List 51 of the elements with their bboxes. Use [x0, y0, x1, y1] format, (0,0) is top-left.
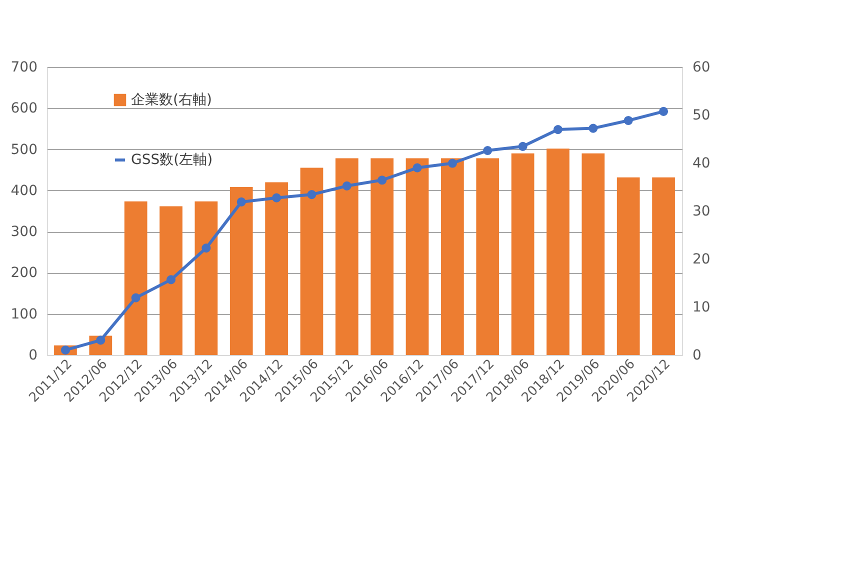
bar [300, 168, 324, 355]
bar [406, 158, 429, 355]
point [518, 142, 528, 151]
point [307, 190, 316, 200]
bar [194, 201, 218, 355]
point [131, 293, 140, 302]
y2-tick-label: 50 [692, 108, 710, 124]
y-tick-label: 200 [10, 265, 38, 282]
bar [546, 148, 570, 355]
point [553, 125, 563, 134]
point [96, 336, 106, 345]
bar [582, 153, 605, 355]
point [166, 275, 176, 284]
bar [335, 158, 358, 355]
bar [616, 177, 640, 355]
y-tick-label: 400 [10, 182, 38, 199]
y-tick-label: 700 [10, 60, 38, 76]
y2-tick-label: 20 [692, 252, 710, 268]
legend-label: 企業数(右軸) [131, 92, 212, 108]
point [202, 244, 211, 253]
y2-tick-label: 60 [692, 60, 710, 76]
bar [652, 177, 675, 355]
y-tick-label: 600 [10, 100, 38, 117]
bar [370, 158, 394, 355]
y2-tick-label: 30 [692, 204, 710, 220]
bar [265, 182, 288, 355]
y2-tick-label: 10 [692, 300, 710, 316]
bar [441, 158, 464, 355]
point [342, 181, 352, 190]
y-tick-label: 100 [10, 306, 38, 322]
y-tick-label: 0 [28, 348, 38, 364]
point [588, 124, 598, 133]
y-tick-label: 300 [10, 224, 38, 240]
bar [230, 187, 253, 355]
bar [160, 206, 182, 355]
bar [476, 158, 500, 355]
y2-tick-label: 0 [692, 348, 702, 364]
point [624, 116, 633, 126]
point [448, 158, 457, 168]
y2-tick-label: 40 [692, 156, 710, 172]
point [378, 176, 387, 185]
point [236, 197, 246, 206]
bar [124, 201, 148, 355]
point [483, 146, 492, 156]
point [412, 163, 422, 172]
point [272, 193, 282, 202]
y-tick-label: 500 [10, 142, 38, 158]
bar [511, 153, 534, 355]
point [60, 346, 70, 355]
point [658, 106, 668, 116]
legend-label: GSS数(左軸) [131, 152, 213, 168]
